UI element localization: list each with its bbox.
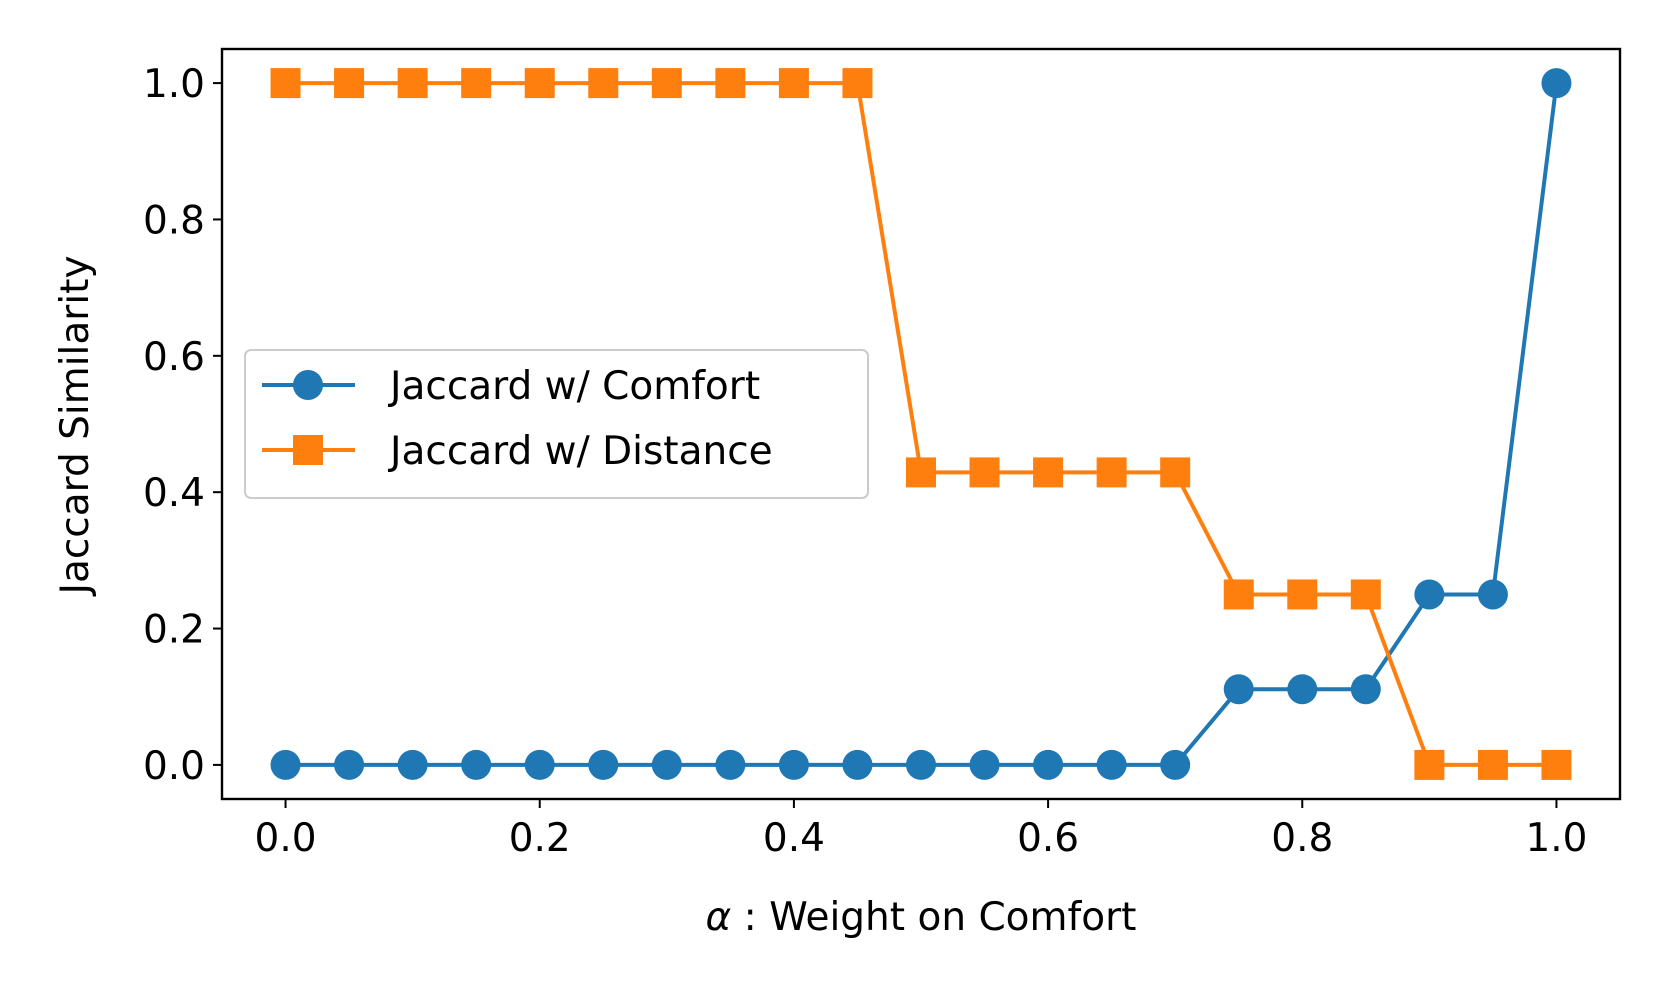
- x-axis-title: α : Weight on Comfort: [706, 895, 1137, 940]
- data-point-circle: [1414, 579, 1445, 610]
- data-point-square: [1477, 749, 1508, 780]
- data-point-square: [1223, 579, 1254, 610]
- legend-marker: [293, 370, 323, 400]
- data-point-circle: [842, 749, 873, 780]
- plot-frame: [220, 47, 1622, 801]
- series-2: [270, 68, 1572, 780]
- x-tick-label: 0.6: [1017, 816, 1079, 861]
- x-axis-ticks: 0.0 0.2 0.4 0.6 0.8 1.0: [255, 799, 1587, 861]
- data-point-circle: [270, 749, 301, 780]
- data-point-circle: [715, 749, 746, 780]
- data-point-circle: [651, 749, 682, 780]
- data-point-circle: [1223, 674, 1254, 705]
- data-point-circle: [1033, 749, 1064, 780]
- y-axis-ticks: 0.0 0.2 0.4 0.6 0.8 1.0: [143, 62, 222, 789]
- y-tick-label: 0.0: [143, 744, 205, 789]
- x-tick-label: 0.0: [255, 816, 317, 861]
- data-point-square: [1414, 749, 1445, 780]
- x-tick-label: 0.2: [509, 816, 571, 861]
- legend-label: Jaccard w/ Comfort: [387, 364, 760, 409]
- data-point-square: [461, 68, 492, 99]
- data-point-square: [1033, 457, 1064, 488]
- data-point-square: [1287, 579, 1318, 610]
- legend: Jaccard w/ Comfort Jaccard w/ Distance: [244, 349, 869, 499]
- data-point-square: [715, 68, 746, 99]
- data-point-square: [397, 68, 428, 99]
- legend-label: Jaccard w/ Distance: [387, 429, 773, 474]
- data-point-circle: [461, 749, 492, 780]
- data-point-circle: [334, 749, 365, 780]
- data-point-square: [651, 68, 682, 99]
- data-point-circle: [1541, 68, 1572, 99]
- data-point-circle: [778, 749, 809, 780]
- y-tick-label: 0.4: [143, 471, 205, 516]
- data-point-square: [969, 457, 1000, 488]
- data-point-square: [1541, 749, 1572, 780]
- legend-frame: [244, 349, 869, 499]
- series-layer: [270, 68, 1572, 780]
- data-point-square: [842, 68, 873, 99]
- legend-marker: [293, 435, 323, 465]
- data-point-square: [1096, 457, 1127, 488]
- x-axis-title-text: : Weight on Comfort: [731, 895, 1136, 940]
- y-tick-label: 1.0: [143, 62, 205, 107]
- y-axis-title: Jaccard Similarity: [53, 255, 98, 597]
- data-point-square: [1160, 457, 1191, 488]
- data-point-circle: [1350, 674, 1381, 705]
- data-point-circle: [1096, 749, 1127, 780]
- x-tick-label: 1.0: [1525, 816, 1587, 861]
- x-tick-label: 0.4: [763, 816, 825, 861]
- data-point-circle: [397, 749, 428, 780]
- data-point-square: [270, 68, 301, 99]
- data-point-circle: [524, 749, 555, 780]
- data-point-square: [906, 457, 936, 488]
- data-point-circle: [1477, 579, 1508, 610]
- data-point-circle: [969, 749, 1000, 780]
- data-point-square: [334, 68, 365, 99]
- series-1: [270, 68, 1572, 780]
- x-axis-symbol: α: [706, 895, 732, 940]
- legend-entry: Jaccard w/ Comfort: [262, 364, 760, 409]
- data-point-square: [1350, 579, 1381, 610]
- x-tick-label: 0.8: [1271, 816, 1333, 861]
- data-point-circle: [1287, 674, 1318, 705]
- data-point-square: [588, 68, 619, 99]
- data-point-circle: [906, 749, 936, 780]
- data-point-circle: [588, 749, 619, 780]
- data-point-circle: [1160, 749, 1191, 780]
- legend-entry: Jaccard w/ Distance: [262, 429, 773, 474]
- y-tick-label: 0.6: [143, 335, 205, 380]
- y-tick-label: 0.8: [143, 198, 205, 243]
- data-point-square: [524, 68, 555, 99]
- data-point-square: [778, 68, 809, 99]
- y-tick-label: 0.2: [143, 608, 205, 653]
